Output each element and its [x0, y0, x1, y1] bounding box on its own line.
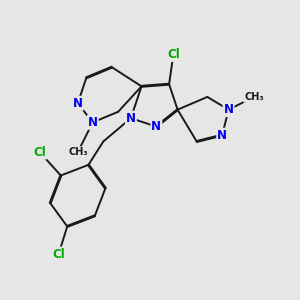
Text: Cl: Cl	[52, 248, 65, 260]
Text: Cl: Cl	[33, 146, 46, 159]
Text: N: N	[217, 129, 227, 142]
Text: N: N	[152, 120, 161, 133]
Text: CH₃: CH₃	[244, 92, 264, 102]
Text: N: N	[126, 112, 136, 125]
Text: N: N	[88, 116, 98, 129]
Text: N: N	[224, 103, 234, 116]
Text: Cl: Cl	[167, 48, 180, 61]
Text: N: N	[73, 97, 83, 110]
Text: CH₃: CH₃	[68, 147, 88, 157]
